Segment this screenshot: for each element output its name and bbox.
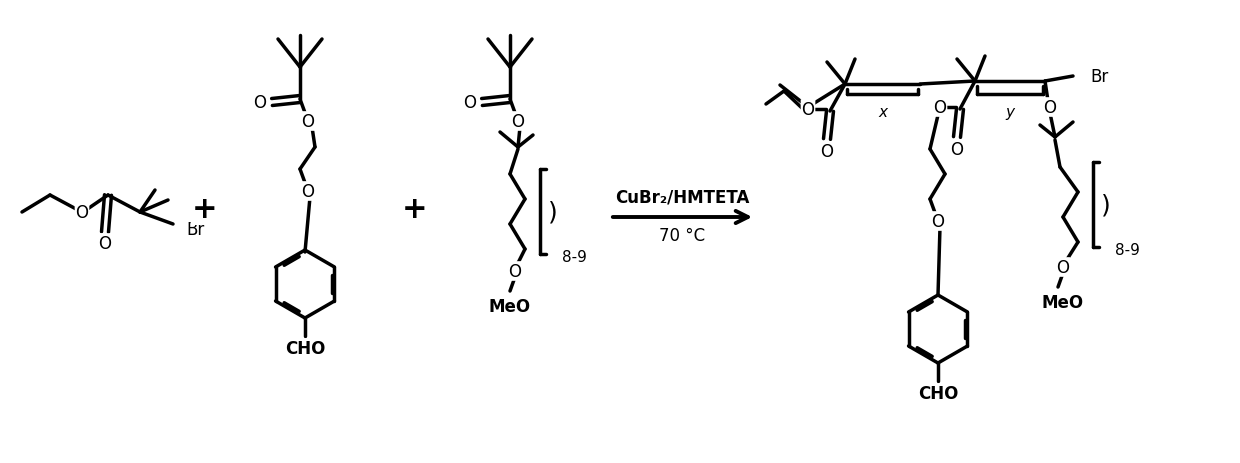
Text: CHO: CHO xyxy=(918,384,959,402)
Text: 8-9: 8-9 xyxy=(1115,243,1140,258)
Text: CHO: CHO xyxy=(285,339,325,357)
Text: ): ) xyxy=(548,200,558,224)
Text: O: O xyxy=(76,204,88,221)
Text: Br: Br xyxy=(1090,68,1109,86)
Text: ): ) xyxy=(1101,193,1111,217)
Text: +: + xyxy=(192,195,218,224)
Text: O: O xyxy=(464,94,476,112)
Text: O: O xyxy=(301,182,315,200)
Text: O: O xyxy=(301,113,315,131)
Text: O: O xyxy=(508,263,522,281)
Text: O: O xyxy=(1044,99,1056,117)
Text: CuBr₂/HMTETA: CuBr₂/HMTETA xyxy=(615,188,750,206)
Text: O: O xyxy=(931,213,945,231)
Text: MeO: MeO xyxy=(1042,294,1084,311)
Text: Br: Br xyxy=(186,220,205,238)
Text: x: x xyxy=(878,105,887,120)
Text: O: O xyxy=(821,143,833,161)
Text: O: O xyxy=(951,141,963,159)
Text: O: O xyxy=(1056,258,1069,276)
Text: O: O xyxy=(253,94,267,112)
Text: 70 °C: 70 °C xyxy=(660,226,706,244)
Text: y: y xyxy=(1006,105,1014,120)
Text: O: O xyxy=(98,234,112,252)
Text: 8-9: 8-9 xyxy=(562,250,587,265)
Text: +: + xyxy=(402,195,428,224)
Text: MeO: MeO xyxy=(489,297,531,315)
Text: O: O xyxy=(934,99,946,117)
Text: O: O xyxy=(512,113,525,131)
Text: O: O xyxy=(801,101,815,119)
